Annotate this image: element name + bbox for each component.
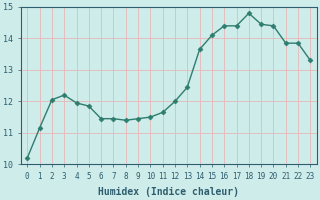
X-axis label: Humidex (Indice chaleur): Humidex (Indice chaleur) — [98, 186, 239, 197]
